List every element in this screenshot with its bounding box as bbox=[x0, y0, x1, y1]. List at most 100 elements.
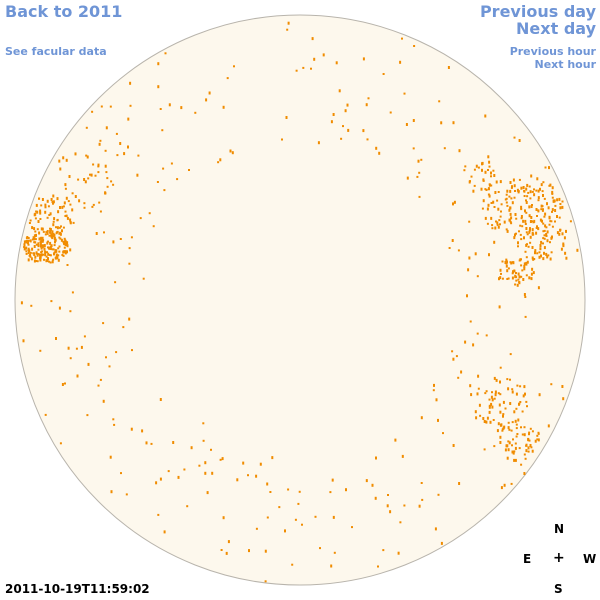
magnetic-feature-dot bbox=[542, 208, 544, 211]
magnetic-feature-dot bbox=[264, 549, 267, 553]
magnetic-feature-dot bbox=[45, 259, 48, 263]
magnetic-feature-dot bbox=[509, 212, 512, 216]
magnetic-feature-dot bbox=[546, 239, 549, 243]
magnetic-feature-dot bbox=[161, 129, 164, 132]
magnetic-feature-dot bbox=[99, 139, 102, 142]
magnetic-feature-dot bbox=[62, 226, 65, 229]
magnetic-feature-dot bbox=[44, 413, 47, 416]
magnetic-feature-dot bbox=[496, 199, 499, 202]
magnetic-feature-dot bbox=[540, 183, 543, 187]
magnetic-feature-dot bbox=[529, 241, 532, 244]
magnetic-feature-dot bbox=[49, 254, 52, 257]
magnetic-feature-dot bbox=[499, 410, 502, 414]
magnetic-feature-dot bbox=[335, 61, 338, 65]
magnetic-feature-dot bbox=[109, 455, 112, 459]
see-facular-data-link[interactable]: See facular data bbox=[5, 45, 107, 58]
magnetic-feature-dot bbox=[148, 212, 151, 215]
magnetic-feature-dot bbox=[54, 238, 57, 242]
magnetic-feature-dot bbox=[36, 210, 39, 214]
previous-hour-link[interactable]: Previous hour bbox=[509, 45, 596, 58]
magnetic-feature-dot bbox=[35, 251, 38, 255]
magnetic-feature-dot bbox=[472, 343, 475, 347]
magnetic-feature-dot bbox=[54, 249, 57, 253]
magnetic-feature-dot bbox=[522, 278, 525, 281]
magnetic-feature-dot bbox=[90, 173, 93, 177]
magnetic-feature-dot bbox=[62, 254, 65, 257]
magnetic-feature-dot bbox=[448, 247, 451, 249]
magnetic-feature-dot bbox=[420, 416, 423, 420]
magnetic-feature-dot bbox=[403, 92, 406, 95]
magnetic-feature-dot bbox=[37, 242, 40, 245]
magnetic-feature-dot bbox=[92, 163, 95, 166]
magnetic-feature-dot bbox=[538, 251, 541, 254]
magnetic-feature-dot bbox=[63, 246, 66, 249]
magnetic-feature-dot bbox=[281, 138, 283, 141]
magnetic-feature-dot bbox=[49, 230, 52, 233]
magnetic-feature-dot bbox=[523, 433, 526, 437]
magnetic-feature-dot bbox=[518, 275, 521, 279]
magnetic-feature-dot bbox=[521, 433, 524, 436]
magnetic-feature-dot bbox=[271, 456, 274, 460]
magnetic-feature-dot bbox=[43, 244, 46, 247]
magnetic-feature-dot bbox=[222, 516, 225, 520]
next-hour-link[interactable]: Next hour bbox=[534, 58, 597, 71]
magnetic-feature-dot bbox=[330, 564, 333, 568]
magnetic-feature-dot bbox=[66, 264, 69, 266]
magnetic-feature-dot bbox=[156, 181, 159, 183]
magnetic-feature-dot bbox=[506, 378, 509, 381]
magnetic-feature-dot bbox=[51, 201, 54, 203]
magnetic-feature-dot bbox=[85, 126, 88, 129]
magnetic-feature-dot bbox=[499, 423, 502, 427]
previous-day-link[interactable]: Previous day bbox=[479, 2, 596, 21]
magnetic-feature-dot bbox=[542, 237, 545, 240]
magnetic-feature-dot bbox=[543, 234, 546, 237]
magnetic-feature-dot bbox=[482, 417, 485, 420]
magnetic-feature-dot bbox=[525, 449, 528, 453]
magnetic-feature-dot bbox=[551, 210, 553, 213]
magnetic-feature-dot bbox=[527, 450, 530, 453]
magnetic-feature-dot bbox=[24, 240, 27, 243]
magnetic-feature-dot bbox=[510, 216, 513, 220]
magnetic-feature-dot bbox=[502, 400, 505, 404]
magnetic-feature-dot bbox=[342, 125, 344, 128]
magnetic-feature-dot bbox=[510, 482, 513, 485]
magnetic-feature-dot bbox=[514, 458, 517, 462]
magnetic-feature-dot bbox=[127, 117, 130, 121]
magnetic-feature-dot bbox=[204, 471, 207, 475]
magnetic-feature-dot bbox=[46, 259, 49, 262]
magnetic-feature-dot bbox=[531, 228, 534, 232]
magnetic-feature-dot bbox=[485, 390, 488, 393]
magnetic-feature-dot bbox=[48, 254, 51, 256]
magnetic-feature-dot bbox=[452, 357, 455, 361]
next-day-link[interactable]: Next day bbox=[516, 19, 596, 38]
magnetic-feature-dot bbox=[539, 247, 542, 251]
magnetic-feature-dot bbox=[225, 551, 228, 555]
magnetic-feature-dot bbox=[442, 432, 444, 435]
magnetic-feature-dot bbox=[511, 276, 514, 280]
magnetic-feature-dot bbox=[528, 433, 530, 436]
magnetic-feature-dot bbox=[509, 206, 512, 210]
magnetic-feature-dot bbox=[163, 189, 166, 192]
magnetic-feature-dot bbox=[453, 200, 456, 204]
magnetic-feature-dot bbox=[556, 215, 558, 218]
magnetic-feature-dot bbox=[25, 252, 28, 255]
magnetic-feature-dot bbox=[533, 193, 536, 197]
magnetic-feature-dot bbox=[47, 205, 50, 208]
magnetic-feature-dot bbox=[524, 392, 526, 396]
magnetic-feature-dot bbox=[46, 231, 49, 235]
magnetic-feature-dot bbox=[536, 434, 539, 437]
magnetic-feature-dot bbox=[47, 257, 49, 261]
magnetic-feature-dot bbox=[130, 236, 133, 239]
magnetic-feature-dot bbox=[525, 256, 528, 259]
magnetic-feature-dot bbox=[520, 264, 523, 267]
magnetic-feature-dot bbox=[287, 21, 290, 25]
magnetic-feature-dot bbox=[520, 186, 523, 190]
magnetic-feature-dot bbox=[490, 216, 493, 220]
back-to-year-link[interactable]: Back to 2011 bbox=[5, 2, 123, 21]
magnetic-feature-dot bbox=[83, 335, 86, 338]
magnetic-feature-dot bbox=[319, 547, 321, 550]
magnetic-feature-dot bbox=[39, 258, 42, 262]
magnetic-feature-dot bbox=[473, 184, 476, 187]
magnetic-feature-dot bbox=[172, 441, 175, 444]
magnetic-feature-dot bbox=[36, 260, 39, 263]
